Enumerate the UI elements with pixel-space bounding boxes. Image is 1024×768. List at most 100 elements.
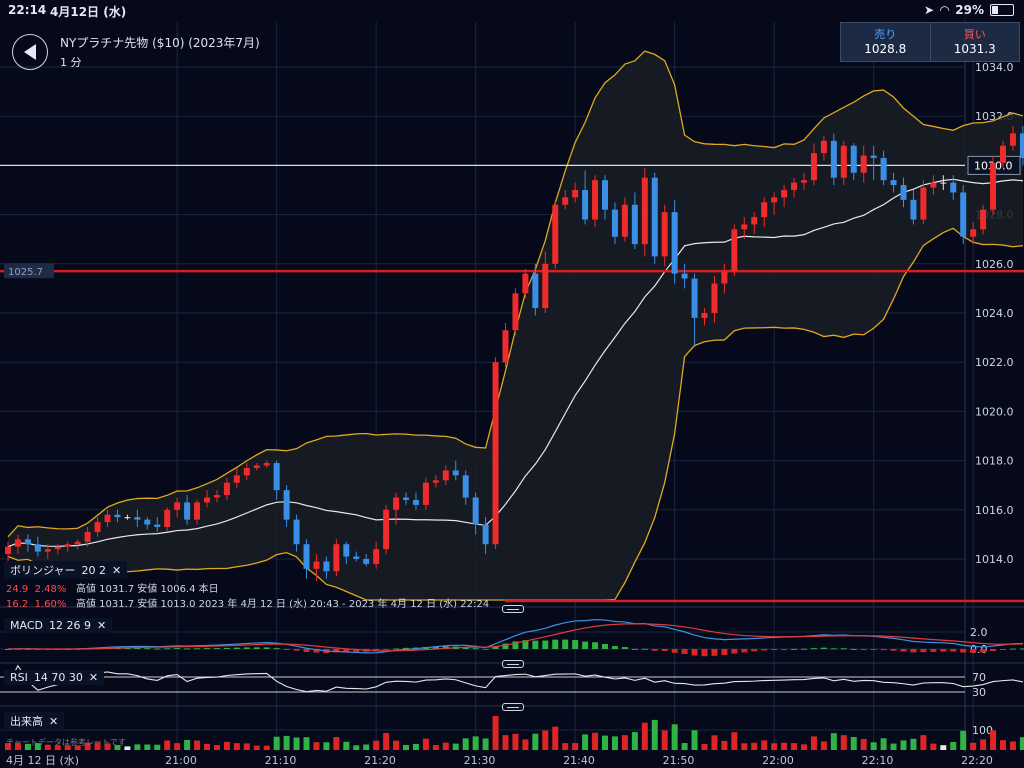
volume-bar xyxy=(263,745,270,750)
time-tick-label: 21:00 xyxy=(165,754,197,767)
sell-quote-button[interactable]: 売り 1028.8 xyxy=(841,23,930,61)
volume-bar xyxy=(184,739,191,750)
volume-bar xyxy=(920,735,927,750)
volume-bar xyxy=(661,730,668,750)
close-icon[interactable]: ✕ xyxy=(111,563,122,577)
macd-histogram-bar xyxy=(890,649,897,651)
macd-histogram-bar xyxy=(741,649,748,653)
volume-bar xyxy=(960,730,967,750)
macd-histogram-bar xyxy=(701,649,708,657)
candle-body xyxy=(412,499,419,505)
alert-line-label-bg xyxy=(4,263,54,279)
change-value: 16.2 xyxy=(6,599,29,610)
macd-histogram-bar xyxy=(442,646,449,649)
macd-histogram-bar xyxy=(611,646,618,649)
macd-histogram-bar xyxy=(263,647,270,649)
candle-body xyxy=(552,204,559,264)
candle-body xyxy=(1009,133,1016,146)
volume-bar xyxy=(512,733,519,750)
volume-bar xyxy=(74,745,81,750)
candle-body xyxy=(522,273,529,294)
volume-bar xyxy=(64,745,71,750)
candle-body xyxy=(74,541,81,545)
macd-histogram-bar xyxy=(731,649,738,654)
bollinger-indicator-label[interactable]: ボリンジャー 20 2 ✕ xyxy=(4,561,128,579)
change-percent: 2.48% xyxy=(34,584,67,595)
back-arrow-icon xyxy=(24,44,36,60)
candle-body xyxy=(303,544,310,569)
volume-bar xyxy=(5,743,11,750)
volume-bar xyxy=(303,737,310,750)
candle-body xyxy=(512,293,519,331)
macd-histogram-bar xyxy=(194,648,201,650)
volume-bar xyxy=(990,730,997,750)
candle-body xyxy=(243,467,250,476)
volume-bar xyxy=(283,735,290,750)
volume-bar xyxy=(442,742,449,750)
close-icon[interactable]: ✕ xyxy=(49,714,59,728)
candle-body xyxy=(751,217,758,225)
candle-body xyxy=(731,229,738,272)
candle-body xyxy=(273,463,280,491)
macd-histogram-bar xyxy=(582,641,589,649)
volume-bar xyxy=(462,738,469,750)
macd-histogram-bar xyxy=(1000,649,1006,650)
candle-body xyxy=(721,271,728,284)
volume-bar xyxy=(910,738,917,750)
back-button[interactable] xyxy=(12,34,48,70)
candle-body xyxy=(960,192,967,237)
candle-body xyxy=(184,502,191,520)
close-icon[interactable]: ✕ xyxy=(96,619,107,632)
volume-bar xyxy=(522,739,529,750)
macd-histogram-bar xyxy=(432,646,439,649)
macd-histogram-bar xyxy=(353,649,360,652)
time-tick-label: 22:00 xyxy=(762,754,794,767)
candle-body xyxy=(781,190,788,198)
macd-resize-handle[interactable] xyxy=(502,605,524,613)
volume-bar xyxy=(432,745,439,750)
buy-label: 買い xyxy=(963,28,986,41)
candle-body xyxy=(820,140,827,154)
volume-resize-handle[interactable] xyxy=(502,703,524,711)
candle-body xyxy=(651,177,658,257)
candle-body xyxy=(94,522,101,532)
volume-bar xyxy=(950,742,957,750)
close-icon[interactable]: ✕ xyxy=(88,671,99,684)
candle-body xyxy=(771,197,778,203)
candle-body xyxy=(791,182,798,190)
macd-histogram-bar xyxy=(850,648,857,650)
candle-body xyxy=(641,177,648,245)
macd-histogram-bar xyxy=(293,649,300,651)
candle-body xyxy=(671,212,678,274)
buy-quote-button[interactable]: 買い 1031.3 xyxy=(929,23,1020,61)
volume-bar xyxy=(801,744,807,750)
macd-indicator-label[interactable]: MACD 12 26 9 ✕ xyxy=(4,618,113,633)
volume-bar xyxy=(552,726,559,750)
rsi-resize-handle[interactable] xyxy=(502,660,524,668)
volume-bar xyxy=(54,745,61,750)
volume-bar xyxy=(114,745,121,750)
candle-body xyxy=(761,202,768,218)
candle-body xyxy=(343,544,350,557)
volume-bar xyxy=(233,743,240,750)
macd-histogram-bar xyxy=(5,649,11,650)
macd-histogram-bar xyxy=(671,649,678,653)
instrument-title: NYプラチナ先物 ($10) (2023年7月) xyxy=(60,36,260,50)
macd-histogram-bar xyxy=(383,649,390,650)
volume-bar xyxy=(452,743,459,750)
rsi-indicator-label[interactable]: RSI 14 70 30 ✕ xyxy=(4,670,105,685)
macd-histogram-bar xyxy=(711,649,718,656)
price-tick-label: 1014.0 xyxy=(975,553,1014,566)
candle-body xyxy=(313,561,320,569)
macd-histogram-bar xyxy=(920,649,927,653)
volume-bar xyxy=(273,736,280,750)
candle-body xyxy=(34,544,41,552)
volume-indicator-label[interactable]: 出来高 ✕ xyxy=(4,712,65,730)
candle-body xyxy=(442,470,449,481)
battery-percent: 29% xyxy=(955,3,984,17)
candle-body xyxy=(164,509,171,528)
candle-body xyxy=(810,153,817,181)
volume-bar xyxy=(482,738,489,750)
interval-label[interactable]: 1 分 xyxy=(60,56,82,69)
